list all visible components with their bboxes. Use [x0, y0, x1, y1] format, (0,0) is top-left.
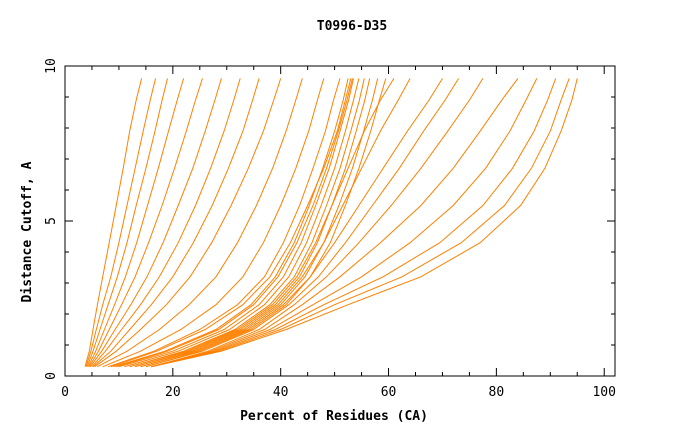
x-tick-label-100: 100	[592, 385, 615, 400]
series-line-25	[145, 78, 460, 368]
y-tick-label-5: 5	[44, 217, 59, 225]
y-tick-label-10: 10	[44, 58, 59, 74]
series-line-17	[134, 78, 371, 368]
x-tick-label-60: 60	[381, 385, 397, 400]
series-line-29	[151, 78, 557, 368]
series-line-15	[124, 78, 360, 368]
series-line-2	[85, 78, 157, 367]
series-line-19	[145, 78, 387, 368]
series-line-11	[102, 78, 325, 368]
series-line-14	[118, 78, 354, 368]
x-tick-label-80: 80	[489, 385, 505, 400]
chart-title: T0996-D35	[317, 19, 387, 34]
series-line-9	[94, 78, 282, 368]
series-line-6	[89, 78, 222, 367]
series-line-23	[134, 78, 411, 368]
axis-ticks: 0 20 40 60 80 100 0 5 10	[44, 58, 616, 400]
series-line-21	[116, 78, 353, 368]
plot-frame	[64, 65, 616, 377]
series-line-10	[97, 78, 303, 368]
x-axis-label: Percent of Residues (CA)	[240, 409, 428, 424]
y-tick-label-0: 0	[44, 372, 59, 380]
series-line-31	[151, 78, 578, 368]
series-line-5	[88, 78, 203, 367]
x-tick-label-0: 0	[61, 385, 69, 400]
series-line-30	[151, 78, 570, 368]
y-axis-label: Distance Cutoff, A	[20, 161, 35, 302]
series-line-1	[84, 78, 143, 367]
series-line-27	[151, 78, 519, 368]
series-line-3	[86, 78, 168, 367]
series-line-22	[129, 78, 395, 368]
x-tick-label-40: 40	[273, 385, 289, 400]
series-line-13	[113, 78, 349, 368]
series-line-7	[91, 78, 241, 368]
series-line-12	[107, 78, 341, 368]
series-line-28	[151, 78, 538, 368]
series-line-16	[129, 78, 365, 368]
x-tick-label-20: 20	[165, 385, 181, 400]
series-line-8	[92, 78, 260, 368]
series-lines	[84, 78, 578, 368]
series-line-26	[151, 78, 484, 368]
series-line-20	[110, 78, 352, 368]
series-line-4	[87, 78, 185, 367]
series-line-24	[140, 78, 443, 368]
